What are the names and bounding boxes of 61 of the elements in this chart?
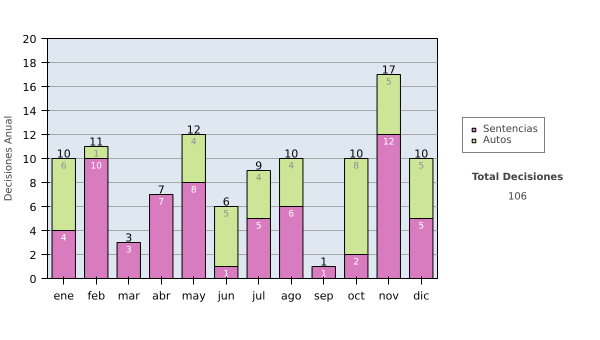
y-tick-label: 10	[22, 153, 37, 166]
x-tick-label: nov	[378, 290, 400, 302]
y-tick-label: 18	[22, 57, 37, 70]
total-label: 10	[284, 148, 298, 160]
data-label: 10	[90, 162, 102, 172]
total-label: 17	[382, 64, 396, 76]
text: Total Decisiones	[472, 172, 564, 184]
y-axis-title: Decisiones Anual	[4, 116, 15, 202]
x-tick-label: feb	[87, 290, 106, 302]
total-label: 9	[255, 160, 262, 172]
total-label: 1	[320, 256, 328, 268]
y-tick-label: 20	[22, 33, 37, 46]
data-label: 5	[418, 162, 424, 172]
x-tick-label: abr	[152, 290, 171, 302]
data-label: 2	[353, 258, 360, 268]
x-tick-label: sep	[314, 290, 334, 302]
y-tick-label: 6	[30, 201, 36, 214]
x-tick-label: ene	[53, 290, 74, 302]
text: 106	[508, 192, 528, 203]
data-label: 5	[386, 78, 392, 88]
total-label: 10	[56, 148, 71, 160]
y-tick-label: 16	[22, 81, 37, 94]
data-label: 4	[288, 162, 294, 172]
total-label: 3	[125, 232, 132, 244]
total-label: 10	[414, 148, 428, 160]
data-label: 1	[320, 270, 327, 280]
total-label: 12	[186, 124, 201, 136]
data-label: 5	[256, 222, 262, 232]
y-tick-label: 2	[30, 249, 36, 262]
x-tick-label: may	[182, 290, 206, 302]
y-tick-label: 4	[30, 225, 36, 238]
total-label: 6	[222, 196, 230, 208]
y-tick-label: 14	[22, 105, 37, 118]
x-tick-label: oct	[348, 290, 366, 302]
data-label: 4	[256, 174, 262, 184]
x-tick-label: dic	[413, 290, 430, 302]
data-label: 3	[126, 246, 132, 256]
y-tick-label: 0	[30, 273, 36, 286]
data-label: 5	[418, 222, 424, 232]
data-label: 4	[60, 234, 67, 244]
y-tick-label: 12	[22, 129, 37, 142]
x-tick-label: ago	[281, 290, 302, 302]
legend-label: Sentencias	[483, 124, 538, 135]
data-label: 1	[93, 150, 100, 160]
data-label: 6	[288, 210, 294, 220]
data-label: 1	[223, 270, 230, 280]
data-label: 8	[353, 162, 360, 172]
legend-label: Autos	[483, 135, 512, 146]
data-label: 4	[190, 138, 197, 148]
total-label: 11	[89, 136, 104, 148]
x-tick-label: jul	[251, 290, 266, 302]
total-label: 7	[158, 184, 165, 196]
data-label: 8	[190, 186, 197, 196]
x-tick-label: jun	[216, 290, 235, 302]
data-label: 6	[60, 162, 67, 172]
y-tick-label: 8	[30, 177, 36, 190]
x-tick-label: mar	[118, 290, 140, 302]
data-label: 7	[158, 198, 164, 208]
total-label: 10	[349, 148, 364, 160]
data-label: 12	[383, 138, 394, 148]
data-label: 5	[223, 210, 230, 220]
